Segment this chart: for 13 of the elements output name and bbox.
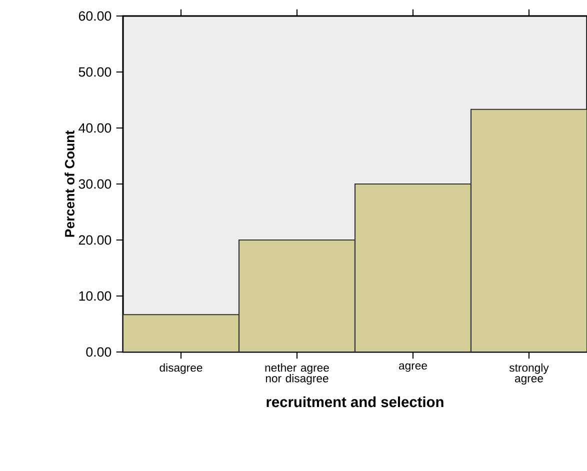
y-tick-label: 0.00 [86, 347, 112, 357]
y-tick-label: 50.00 [78, 67, 112, 77]
x-tick-label: agree [398, 363, 427, 372]
x-tick-label: nether agree nor disagree [265, 363, 329, 385]
y-tick-label: 20.00 [78, 235, 112, 245]
x-tick-label: disagree [160, 363, 202, 374]
x-tick-label: strongly agree [509, 363, 549, 385]
y-tick-label: 10.00 [79, 291, 112, 301]
y-tick-label: 40.00 [78, 123, 112, 133]
y-axis-title: Percent of Count [64, 130, 74, 237]
x-axis-title: recruitment and selection [266, 396, 444, 408]
y-tick-label: 60.00 [78, 11, 112, 21]
y-tick-label: 30.00 [78, 179, 112, 189]
